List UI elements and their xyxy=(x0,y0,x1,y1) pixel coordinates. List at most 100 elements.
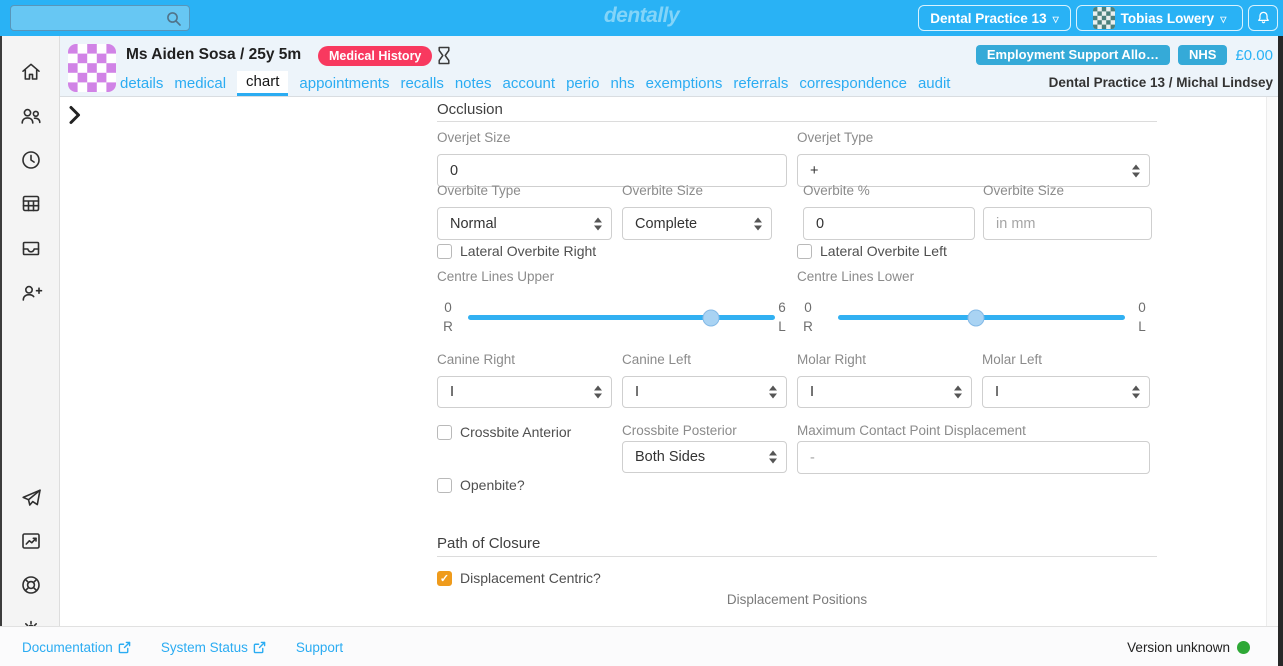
panel-expand-toggle[interactable] xyxy=(66,104,88,126)
tab-perio[interactable]: perio xyxy=(566,75,600,92)
system-status-link[interactable]: System Status xyxy=(161,640,266,655)
practice-selector-button[interactable]: Dental Practice 13 ▽ xyxy=(918,5,1071,31)
max-contact-point-label: Maximum Contact Point Displacement xyxy=(797,423,1026,438)
inbox-icon[interactable] xyxy=(19,236,43,260)
overbite-percent-value: 0 xyxy=(816,215,825,232)
send-icon[interactable] xyxy=(19,486,43,510)
overjet-size-label: Overjet Size xyxy=(437,130,511,145)
footer: Documentation System Status Support Vers… xyxy=(0,626,1278,666)
calendar-icon[interactable] xyxy=(19,191,43,215)
home-icon[interactable] xyxy=(19,60,43,84)
select-arrows-icon xyxy=(594,217,602,230)
tab-recalls[interactable]: recalls xyxy=(400,75,444,92)
app-logo: dentally xyxy=(603,4,680,27)
overbite-type-select[interactable]: Normal xyxy=(437,207,612,240)
checkbox-icon xyxy=(437,243,452,259)
crossbite-anterior-label: Crossbite Anterior xyxy=(460,424,572,440)
divider xyxy=(437,556,1157,557)
centre-lines-lower-label: Centre Lines Lower xyxy=(797,269,915,284)
openbite-checkbox[interactable]: Openbite? xyxy=(437,477,525,493)
displacement-centric-checkbox[interactable]: Displacement Centric? xyxy=(437,570,601,586)
reports-icon[interactable] xyxy=(19,529,43,553)
tab-chart[interactable]: chart xyxy=(237,71,289,96)
canine-right-select[interactable]: I xyxy=(437,376,612,408)
select-arrows-icon xyxy=(769,450,777,464)
select-arrows-icon xyxy=(754,217,762,230)
documentation-link[interactable]: Documentation xyxy=(22,640,131,655)
tab-account[interactable]: account xyxy=(502,75,556,92)
scrollbar-gutter xyxy=(1266,97,1277,666)
overbite-size-mm-placeholder: in mm xyxy=(996,215,1036,232)
notifications-button[interactable] xyxy=(1248,5,1278,31)
system-status-label: System Status xyxy=(160,639,248,655)
benefit-badge[interactable]: Employment Support Allo… xyxy=(975,45,1170,65)
tab-exemptions[interactable]: exemptions xyxy=(645,75,723,92)
left-scrollbar[interactable] xyxy=(0,36,2,626)
lower-slider-left-value: 0 xyxy=(804,300,812,315)
documentation-label: Documentation xyxy=(22,639,113,655)
overbite-type-value: Normal xyxy=(450,215,497,232)
tab-nhs[interactable]: nhs xyxy=(610,75,635,92)
lower-slider-left-side: R xyxy=(803,319,813,334)
molar-left-select[interactable]: I xyxy=(982,376,1150,408)
crossbite-posterior-select[interactable]: Both Sides xyxy=(622,441,787,473)
centre-lines-lower-slider[interactable] xyxy=(838,309,1125,326)
add-patient-icon[interactable] xyxy=(19,281,43,305)
molar-right-label: Molar Right xyxy=(797,352,867,367)
nhs-badge[interactable]: NHS xyxy=(1178,45,1228,65)
overbite-size-mm-input[interactable]: in mm xyxy=(983,207,1152,240)
centre-lines-upper-slider[interactable] xyxy=(468,309,775,326)
molar-right-select[interactable]: I xyxy=(797,376,972,408)
tab-details[interactable]: details xyxy=(120,75,164,92)
top-bar: dentally Dental Practice 13 ▽ Tobias Low… xyxy=(0,0,1283,36)
patient-tabs: details medical chart appointments recal… xyxy=(120,71,950,96)
external-link-icon xyxy=(118,641,131,653)
checkbox-icon xyxy=(437,570,452,586)
right-scrollbar[interactable] xyxy=(1278,36,1283,666)
canine-left-select[interactable]: I xyxy=(622,376,787,408)
occlusion-heading: Occlusion xyxy=(437,101,503,118)
help-icon[interactable] xyxy=(19,573,43,597)
tab-audit[interactable]: audit xyxy=(917,75,951,92)
lower-slider-right-value: 0 xyxy=(1138,300,1146,315)
crossbite-anterior-checkbox[interactable]: Crossbite Anterior xyxy=(437,424,571,440)
user-menu-button[interactable]: Tobias Lowery ▽ xyxy=(1076,5,1243,31)
user-avatar xyxy=(1092,7,1115,29)
tab-medical[interactable]: medical xyxy=(174,75,227,92)
tab-referrals[interactable]: referrals xyxy=(733,75,789,92)
lateral-overbite-left-checkbox[interactable]: Lateral Overbite Left xyxy=(797,243,947,259)
medical-history-badge[interactable]: Medical History xyxy=(318,46,433,66)
tab-correspondence[interactable]: correspondence xyxy=(799,75,907,92)
tab-notes[interactable]: notes xyxy=(454,75,492,92)
molar-left-value: I xyxy=(995,384,1000,400)
support-link[interactable]: Support xyxy=(296,640,343,655)
upper-slider-left-value: 0 xyxy=(444,300,452,315)
canine-right-label: Canine Right xyxy=(437,352,516,367)
practice-user-context: Dental Practice 13 / Michal Lindsey xyxy=(1048,75,1273,90)
search-input[interactable] xyxy=(10,5,190,31)
checkbox-icon xyxy=(437,477,452,493)
overjet-size-input[interactable]: 0 xyxy=(437,154,787,187)
overjet-type-select[interactable]: + xyxy=(797,154,1150,187)
chevron-down-icon: ▽ xyxy=(1052,14,1059,24)
max-contact-point-input[interactable]: - xyxy=(797,441,1150,474)
user-menu-label: Tobias Lowery xyxy=(1120,10,1215,26)
overbite-size-select[interactable]: Complete xyxy=(622,207,772,240)
select-arrows-icon xyxy=(1132,164,1140,177)
status-dot-icon xyxy=(1237,640,1250,654)
overbite-percent-input[interactable]: 0 xyxy=(803,207,975,240)
tab-appointments[interactable]: appointments xyxy=(299,75,390,92)
patient-avatar xyxy=(68,44,116,92)
checkbox-icon xyxy=(797,243,812,259)
clock-icon[interactable] xyxy=(19,148,43,172)
molar-right-value: I xyxy=(810,384,815,400)
slider-thumb[interactable] xyxy=(702,309,720,326)
checkbox-icon xyxy=(437,424,452,440)
path-of-closure-heading: Path of Closure xyxy=(437,535,541,552)
lateral-overbite-right-checkbox[interactable]: Lateral Overbite Right xyxy=(437,243,596,259)
slider-thumb[interactable] xyxy=(967,309,985,326)
patients-icon[interactable] xyxy=(19,104,43,128)
upper-slider-right-side: L xyxy=(778,319,786,334)
lower-slider-right-side: L xyxy=(1138,319,1146,334)
search-icon xyxy=(167,12,181,26)
